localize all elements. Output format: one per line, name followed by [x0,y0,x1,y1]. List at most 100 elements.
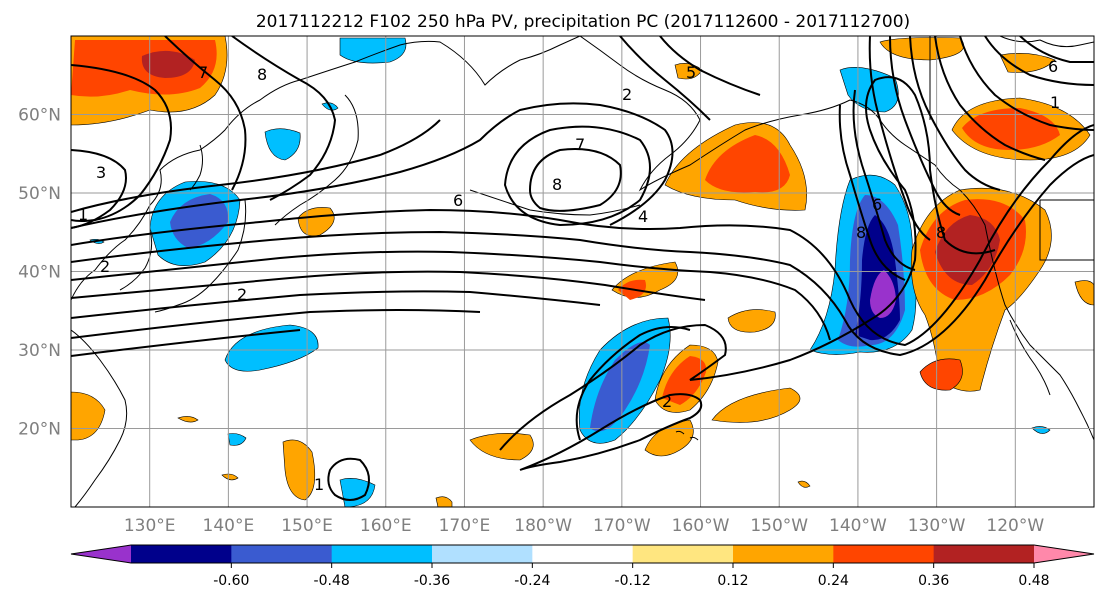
colorbar-tick-label: -0.48 [314,573,350,589]
contour-10 [528,148,622,212]
contour-17 [519,393,703,471]
longitude-label: 160°E [360,516,412,536]
longitude-label: 150°W [750,516,808,536]
contour-15 [231,36,337,201]
contour-22 [889,36,961,216]
latitude-label: 50°N [18,184,61,204]
contour-label: 8 [936,223,946,242]
colorbar-tick-label: 0.48 [1018,573,1049,589]
contour-29 [619,36,711,121]
figure-title: 2017112212 F102 250 hPa PV, precipitatio… [256,12,910,32]
contour-labels: 3 2 1 2 7 8 6 2 7 8 1 2 4 5 8 6 6 1 8 [78,57,1060,494]
colorbar-extend-high [1034,545,1094,563]
longitude-label: 150°E [281,516,333,536]
longitude-label: 140°W [829,516,887,536]
colorbar-extend-low [71,545,131,563]
contour-4 [71,270,706,301]
contour-label: 4 [638,207,648,226]
contour-26 [984,36,1094,86]
contour-label: 6 [872,195,882,214]
contour-label: 2 [100,257,110,276]
colorbar-segment [833,545,935,563]
latitude-label: 40°N [18,263,61,283]
longitude-label: 170°E [439,516,491,536]
contour-9 [71,119,441,213]
shade-positive-small-1 [177,416,199,423]
contour-18 [575,325,691,441]
colorbar-segment [331,545,433,563]
contour-label: 8 [856,223,866,242]
colorbar-tick-label: 0.12 [717,573,748,589]
shade-positive-ne-2 [999,53,1056,73]
shade-positive-se [1074,280,1094,306]
colorbar-segment [432,545,533,563]
shade-positive-gulf-inner [705,135,790,193]
shade-negative-30n [224,324,319,372]
shade-negative-small-1 [264,128,301,161]
shade-negative-small-3 [227,433,247,446]
colorbar-tick-label: 0.24 [818,573,849,589]
contour-21 [868,36,931,241]
contour-label: 7 [575,135,585,154]
contour-label: 1 [1050,93,1060,112]
map-panel: 3 2 1 2 7 8 6 2 7 8 1 2 4 5 8 6 6 1 8 [70,35,1095,508]
contour-label: 5 [686,63,696,82]
coast-sakhalin [189,144,203,191]
shade-positive-160w-inner [662,356,707,405]
latitude-labels: 20°N 30°N 40°N 50°N 60°N [18,106,61,440]
longitude-label: 130°W [908,516,966,536]
colorbar-segment [231,545,333,563]
longitude-label: 130°E [124,516,176,536]
coast-hawaii [675,430,699,441]
contour-8 [71,102,674,229]
colorbar-segment [933,545,1035,563]
latitude-label: 20°N [18,420,61,440]
border-na-1 [929,36,1094,261]
shade-positive-main-core [935,215,1000,285]
contour-13 [71,149,127,229]
contour-label: 1 [314,475,324,494]
coast-kamchatka [274,94,359,226]
colorbar-tick-label: -0.12 [615,573,651,589]
contour-label: 8 [257,65,267,84]
coast-korea [119,229,153,291]
longitude-label: 170°W [593,516,651,536]
map-frame [70,35,1095,508]
contour-label: 1 [78,205,88,224]
contour-16 [499,76,996,451]
contour-24 [934,36,1046,161]
contour-label: 2 [622,85,632,104]
contour-label: 2 [662,392,672,411]
shade-negative-north [339,37,407,64]
shade-positive-ne [879,37,965,61]
coast-aleutians [469,189,641,216]
contour-label: 3 [96,163,106,182]
colorbar-tick-label: -0.24 [514,573,550,589]
coast-hudson [999,36,1094,48]
contour-label: 6 [1048,57,1058,76]
coast-baja [1009,319,1051,396]
shade-positive-30n-central [727,309,776,333]
longitude-label: 180°W [514,516,572,536]
latitude-label: 30°N [18,341,61,361]
contour-6 [71,309,481,339]
shade-positive-nw-core [141,50,195,78]
contour-30 [659,36,761,96]
colorbar-segment [733,545,834,563]
coast-china [71,329,128,507]
longitude-label: 140°E [203,516,255,536]
longitude-label: 160°W [672,516,730,536]
coast-asia [71,36,581,301]
contour-28 [327,457,370,501]
shade-positive-small-3 [435,496,453,507]
contour-11 [503,125,651,227]
coast-alaska [579,36,961,192]
colorbar-tick-label: 0.36 [918,573,949,589]
latitude-label: 60°N [18,106,61,126]
shade-positive-baja [919,358,963,391]
colorbar-segment [632,545,734,563]
contour-5 [71,290,601,319]
contour-1 [71,124,1094,347]
